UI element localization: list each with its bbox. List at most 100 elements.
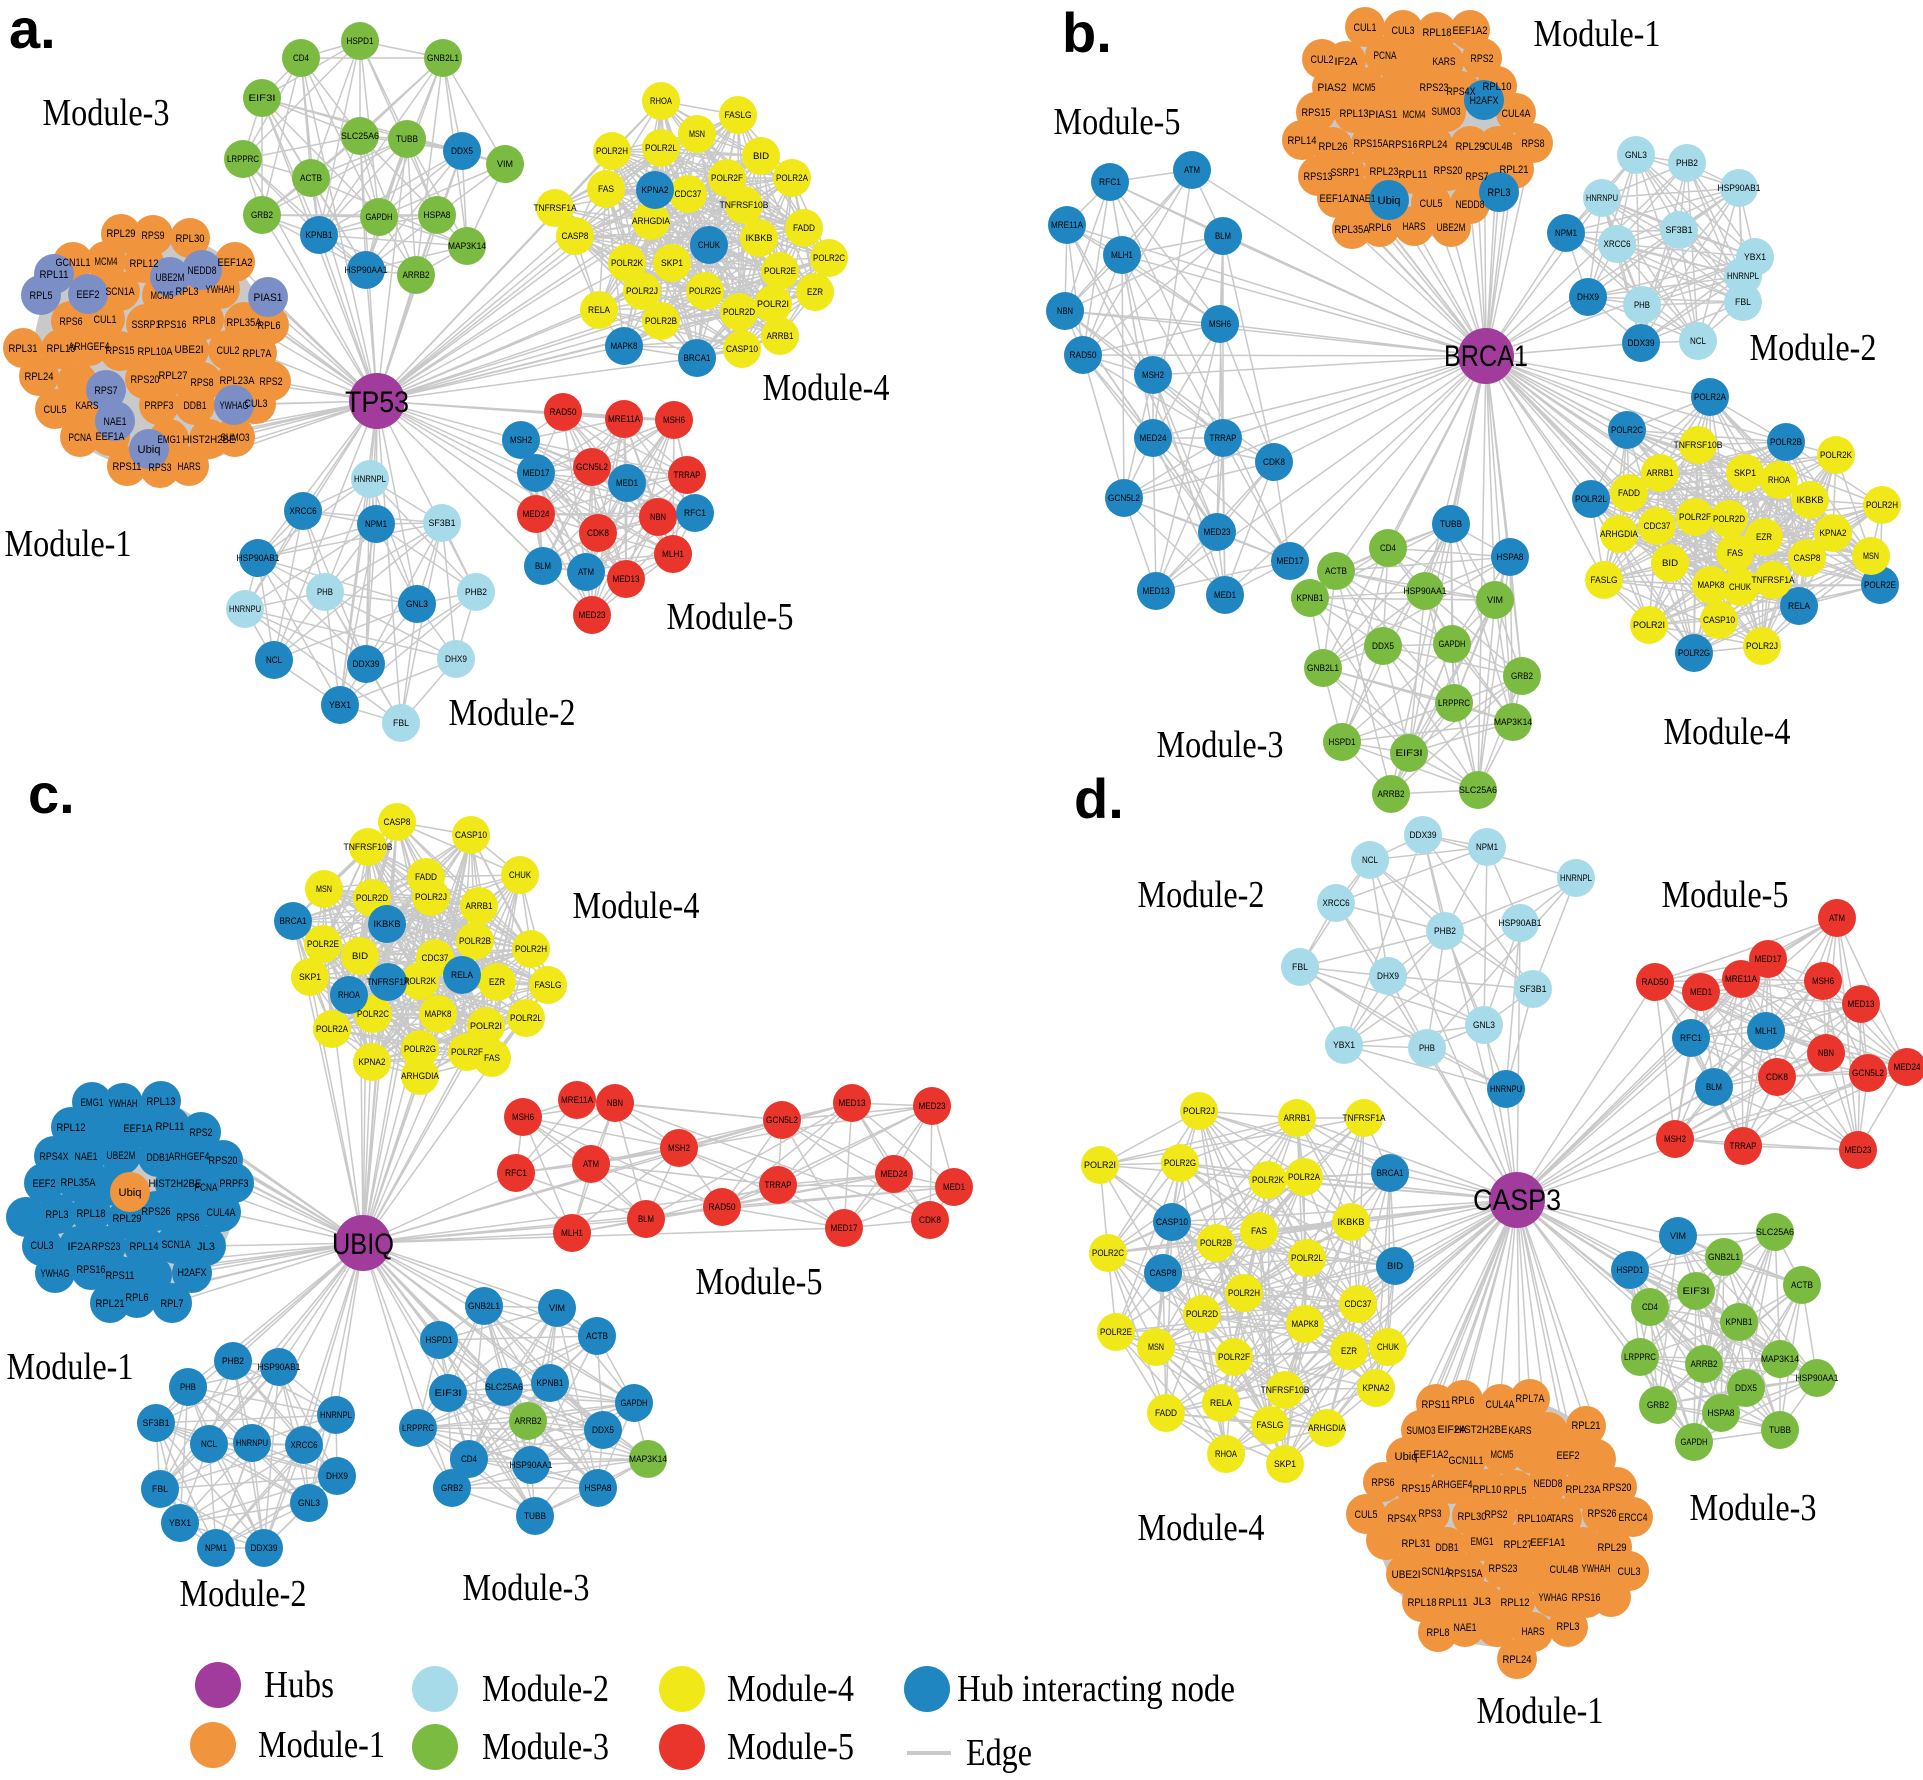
svg-text:RPS4X: RPS4X [1388, 1513, 1418, 1525]
svg-text:d.: d. [1074, 767, 1124, 830]
svg-text:KPNB1: KPNB1 [306, 230, 333, 241]
svg-text:TUBB: TUBB [1769, 1425, 1791, 1436]
svg-text:POLR2E: POLR2E [764, 266, 796, 277]
svg-text:POLR2A: POLR2A [1288, 1172, 1321, 1183]
svg-text:MLH1: MLH1 [561, 1228, 583, 1239]
svg-text:MAP3K14: MAP3K14 [629, 1454, 667, 1465]
svg-text:CUL3: CUL3 [245, 398, 268, 410]
svg-text:RPL29: RPL29 [1456, 141, 1485, 153]
svg-text:NCL: NCL [1690, 336, 1706, 347]
svg-text:POLR2L: POLR2L [1575, 494, 1607, 505]
svg-text:SF3B1: SF3B1 [1666, 225, 1693, 236]
svg-text:IKBKB: IKBKB [1338, 1217, 1365, 1228]
svg-text:MED13: MED13 [1848, 999, 1875, 1010]
svg-text:RPL5: RPL5 [30, 290, 53, 302]
svg-text:GNB2L1: GNB2L1 [427, 53, 459, 64]
svg-text:RPL11: RPL11 [1399, 169, 1428, 181]
svg-text:PHB: PHB [317, 587, 333, 598]
svg-text:MED23: MED23 [1204, 527, 1231, 538]
svg-text:Module-5: Module-5 [696, 1261, 823, 1303]
svg-text:Module-4: Module-4 [1138, 1507, 1265, 1549]
svg-text:HSPA8: HSPA8 [1497, 552, 1524, 563]
svg-text:KPNA2: KPNA2 [1820, 528, 1847, 539]
svg-text:POLR2I: POLR2I [470, 1021, 502, 1032]
svg-text:RPS23: RPS23 [1420, 82, 1449, 94]
svg-text:FASLG: FASLG [725, 110, 752, 121]
svg-text:LRPPRC: LRPPRC [1624, 1352, 1656, 1363]
svg-text:ARRB1: ARRB1 [466, 901, 493, 912]
svg-text:IKBKB: IKBKB [746, 233, 773, 244]
svg-text:MSH6: MSH6 [1209, 319, 1231, 330]
svg-text:POLR2K: POLR2K [611, 258, 644, 269]
svg-text:EZR: EZR [1756, 532, 1772, 543]
svg-text:Module-4: Module-4 [727, 1668, 854, 1710]
svg-text:RFC1: RFC1 [505, 1168, 527, 1179]
svg-text:RPS15A: RPS15A [1448, 1568, 1484, 1580]
svg-text:PIAS2: PIAS2 [1318, 82, 1347, 94]
svg-text:RFC1: RFC1 [684, 508, 706, 519]
svg-text:EZR: EZR [489, 977, 505, 988]
svg-text:CHUK: CHUK [509, 870, 532, 881]
svg-text:HIST2H2BE: HIST2H2BE [1455, 1424, 1508, 1436]
svg-text:XRCC6: XRCC6 [1323, 898, 1350, 909]
svg-text:DDB1: DDB1 [147, 1152, 170, 1164]
svg-text:GRB2: GRB2 [251, 210, 273, 221]
svg-text:IF2A: IF2A [1335, 56, 1359, 68]
svg-text:RPS9: RPS9 [142, 230, 165, 242]
svg-text:RPL31: RPL31 [1402, 1538, 1431, 1550]
svg-text:MSH2: MSH2 [1664, 1134, 1686, 1145]
svg-text:MAPK8: MAPK8 [425, 1009, 452, 1020]
svg-text:POLR2E: POLR2E [1100, 1327, 1132, 1338]
svg-text:MED1: MED1 [1214, 590, 1236, 601]
svg-text:HNRNPL: HNRNPL [1727, 271, 1759, 282]
svg-text:GNB2L1: GNB2L1 [1708, 1252, 1740, 1263]
svg-text:POLR2I: POLR2I [1084, 1160, 1116, 1171]
svg-text:HSPD1: HSPD1 [426, 1335, 453, 1346]
svg-text:Module-2: Module-2 [449, 692, 576, 734]
svg-text:BID: BID [352, 951, 368, 962]
svg-text:KPNA2: KPNA2 [1363, 1383, 1390, 1394]
svg-text:MED17: MED17 [1277, 556, 1304, 567]
svg-text:DDX5: DDX5 [1372, 641, 1394, 652]
svg-text:POLR2B: POLR2B [1200, 1238, 1232, 1249]
svg-text:ARHGEF4: ARHGEF4 [1432, 1479, 1473, 1491]
svg-text:ARHGDIA: ARHGDIA [632, 216, 671, 227]
svg-text:RPL10A: RPL10A [1518, 1513, 1554, 1525]
svg-text:Module-3: Module-3 [463, 1567, 590, 1609]
svg-text:TUBB: TUBB [524, 1511, 546, 1522]
svg-text:MAPK8: MAPK8 [1292, 1319, 1319, 1330]
svg-text:YWHAG: YWHAG [220, 400, 249, 412]
svg-text:MCM5: MCM5 [1491, 1449, 1514, 1461]
svg-text:FBL: FBL [1292, 962, 1308, 973]
svg-text:RFC1: RFC1 [1099, 177, 1121, 188]
svg-text:SKP1: SKP1 [299, 972, 321, 983]
svg-text:RELA: RELA [451, 970, 474, 981]
svg-text:RPL23: RPL23 [1370, 166, 1399, 178]
svg-text:Module-1: Module-1 [5, 523, 132, 565]
svg-text:RPL27: RPL27 [1504, 1539, 1533, 1551]
svg-text:YBX1: YBX1 [169, 1518, 191, 1529]
svg-text:SF3B1: SF3B1 [143, 1418, 170, 1429]
svg-text:EEF1A: EEF1A [96, 431, 126, 443]
svg-text:RPS20: RPS20 [1434, 165, 1463, 177]
svg-text:SKP1: SKP1 [1734, 468, 1756, 479]
svg-text:CUL2: CUL2 [217, 345, 240, 357]
svg-text:HSPA8: HSPA8 [1708, 1408, 1735, 1419]
svg-text:BRCA1: BRCA1 [1377, 1168, 1404, 1179]
svg-text:VIM: VIM [549, 1303, 565, 1314]
svg-text:RPL29: RPL29 [1598, 1542, 1627, 1554]
svg-text:RPL12: RPL12 [57, 1122, 86, 1134]
svg-text:PRPF3: PRPF3 [220, 1178, 249, 1190]
svg-text:GRB2: GRB2 [1647, 1400, 1669, 1411]
svg-text:YWHAH: YWHAH [109, 1098, 138, 1110]
svg-text:RELA: RELA [1210, 1398, 1233, 1409]
svg-text:Hubs: Hubs [264, 1664, 334, 1706]
svg-text:CDC37: CDC37 [1644, 521, 1671, 532]
svg-text:RPL14: RPL14 [130, 1241, 159, 1253]
svg-text:POLR2G: POLR2G [404, 1044, 436, 1055]
svg-text:HARS: HARS [178, 461, 201, 473]
svg-text:SCN1A: SCN1A [106, 286, 136, 298]
svg-text:RPL13: RPL13 [147, 1096, 176, 1108]
svg-text:ARHGEF4: ARHGEF4 [69, 341, 110, 353]
svg-text:NPM1: NPM1 [205, 1543, 227, 1554]
